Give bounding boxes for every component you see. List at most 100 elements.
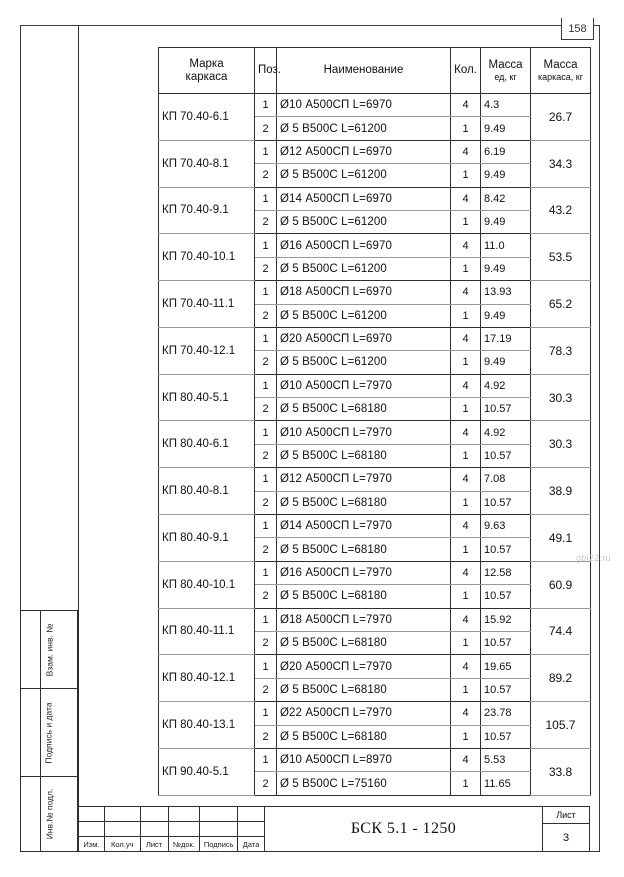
cell-cage-total-mass: 53.5 <box>530 233 591 282</box>
cell-quantity: 4 <box>450 607 481 632</box>
cell-quantity: 4 <box>450 233 481 258</box>
table-row: КП 80.40-6.1 1 Ø10 А500СП L=7970 4 4.92 30.3 <box>158 420 591 469</box>
cell-rebar-designation: Ø10 А500СП L=7970 <box>276 373 451 399</box>
sheet-number: 3 <box>562 831 570 844</box>
header-mass-unit-line2: ед, кг <box>494 71 517 82</box>
cell-quantity: 1 <box>450 443 481 469</box>
cell-position: 1 <box>254 280 277 305</box>
cell-rebar-designation: Ø 5 В500С L=68180 <box>276 724 451 749</box>
cell-quantity: 4 <box>450 420 481 445</box>
cell-unit-mass: 6.19 <box>480 139 531 165</box>
table-row: КП 80.40-8.1 1 Ø12 А500СП L=7970 4 7.08 38.9 <box>158 467 591 516</box>
cell-rebar-designation: Ø 5 В500С L=61200 <box>276 163 451 188</box>
revision-cell <box>141 822 169 836</box>
cell-rebar-designation: Ø10 А500СП L=7970 <box>276 420 451 445</box>
page-number-box: 158 <box>561 18 594 40</box>
cell-quantity: 1 <box>450 163 481 188</box>
cell-position: 1 <box>254 186 277 211</box>
cell-rebar-designation: Ø 5 В500С L=61200 <box>276 256 451 282</box>
cell-quantity: 4 <box>450 186 481 211</box>
cell-unit-mass: 4.92 <box>480 420 531 445</box>
cell-rebar-designation: Ø 5 В500С L=61200 <box>276 209 451 235</box>
cell-position: 1 <box>254 560 277 586</box>
cell-unit-mass: 7.08 <box>480 467 531 492</box>
cell-unit-mass: 10.57 <box>480 397 531 422</box>
cell-cage-total-mass: 38.9 <box>530 467 591 516</box>
cell-quantity: 1 <box>450 256 481 282</box>
cell-unit-mass: 9.63 <box>480 514 531 539</box>
cell-unit-mass: 13.93 <box>480 280 531 305</box>
revision-cell <box>105 822 141 836</box>
cell-cage-total-mass: 60.9 <box>530 560 591 609</box>
header-name: Наименование <box>276 47 451 94</box>
field-signature-and-date: Подпись и дата <box>20 688 78 776</box>
cell-cage-mark: КП 70.40-9.1 <box>158 186 255 235</box>
cell-rebar-designation: Ø 5 В500С L=68180 <box>276 537 451 562</box>
header-position: Поз. <box>254 47 281 94</box>
cell-cage-total-mass: 78.3 <box>530 326 591 375</box>
table-row: КП 70.40-6.1 1 Ø10 А500СП L=6970 4 4.3 26.7 <box>158 92 591 141</box>
cell-quantity: 4 <box>450 326 481 352</box>
table-row: КП 80.40-11.1 1 Ø18 А500СП L=7970 4 15.92 74.… <box>158 607 591 656</box>
revision-blank-row <box>79 822 264 837</box>
cell-cage-mark: КП 90.40-5.1 <box>158 747 255 796</box>
cell-position: 1 <box>254 139 277 165</box>
cell-quantity: 4 <box>450 373 481 399</box>
cell-quantity: 1 <box>450 771 481 796</box>
revision-label-izm: Изм. <box>79 837 105 851</box>
cell-position: 2 <box>254 209 277 235</box>
cell-quantity: 4 <box>450 701 481 726</box>
revision-cell <box>200 822 239 836</box>
cell-cage-total-mass: 33.8 <box>530 747 591 796</box>
cell-rebar-designation: Ø 5 В500С L=68180 <box>276 584 451 609</box>
revision-cell <box>200 807 239 821</box>
cell-quantity: 4 <box>450 92 481 118</box>
header-mass-unit: Масса ед, кг <box>480 47 531 94</box>
header-mass-total-line1: Масса <box>543 59 578 72</box>
title-block-revision-grid: Изм. Кол.уч Лист №док. Подпись Дата <box>79 807 265 851</box>
cell-cage-mark: КП 80.40-8.1 <box>158 467 255 516</box>
revision-cell <box>238 807 264 821</box>
cell-rebar-designation: Ø20 А500СП L=7970 <box>276 654 451 679</box>
cell-rebar-designation: Ø 5 В500С L=68180 <box>276 630 451 656</box>
field-label: Инв.№ подл. <box>44 788 54 840</box>
cell-unit-mass: 19.65 <box>480 654 531 679</box>
sheet-label: Лист <box>543 807 589 824</box>
cell-position: 1 <box>254 467 277 492</box>
table-row: КП 70.40-11.1 1 Ø18 А500СП L=6970 4 13.93 65.… <box>158 280 591 328</box>
cell-unit-mass: 10.57 <box>480 584 531 609</box>
cell-cage-mark: КП 80.40-12.1 <box>158 654 255 703</box>
side-fields-column: Взам. инв. № Подпись и дата Инв.№ подл. <box>20 610 78 852</box>
table-row: КП 80.40-9.1 1 Ø14 А500СП L=7970 4 9.63 49.1 <box>158 514 591 562</box>
cell-rebar-designation: Ø 5 В500С L=61200 <box>276 303 451 328</box>
cell-quantity: 1 <box>450 584 481 609</box>
cell-rebar-designation: Ø16 А500СП L=7970 <box>276 560 451 586</box>
header-mass-total: Масса каркаса, кг <box>530 47 591 94</box>
cell-rebar-designation: Ø16 А500СП L=6970 <box>276 233 451 258</box>
cell-quantity: 4 <box>450 280 481 305</box>
cell-rebar-designation: Ø22 А500СП L=7970 <box>276 701 451 726</box>
cell-unit-mass: 10.57 <box>480 724 531 749</box>
cell-unit-mass: 10.57 <box>480 630 531 656</box>
cell-unit-mass: 9.49 <box>480 256 531 282</box>
cell-rebar-designation: Ø 5 В500С L=61200 <box>276 350 451 375</box>
cell-position: 2 <box>254 163 277 188</box>
header-quantity: Кол. <box>450 47 481 94</box>
cell-quantity: 1 <box>450 397 481 422</box>
revision-cell <box>169 822 201 836</box>
cell-position: 2 <box>254 490 277 516</box>
cell-quantity: 4 <box>450 139 481 165</box>
cell-position: 1 <box>254 326 277 352</box>
table-header-row: Марка каркаса Поз. Наименование Кол. Мас… <box>158 47 591 94</box>
cell-cage-mark: КП 70.40-11.1 <box>158 280 255 328</box>
revision-label-ndoc: №док. <box>169 837 201 851</box>
cell-cage-mark: КП 80.40-6.1 <box>158 420 255 469</box>
